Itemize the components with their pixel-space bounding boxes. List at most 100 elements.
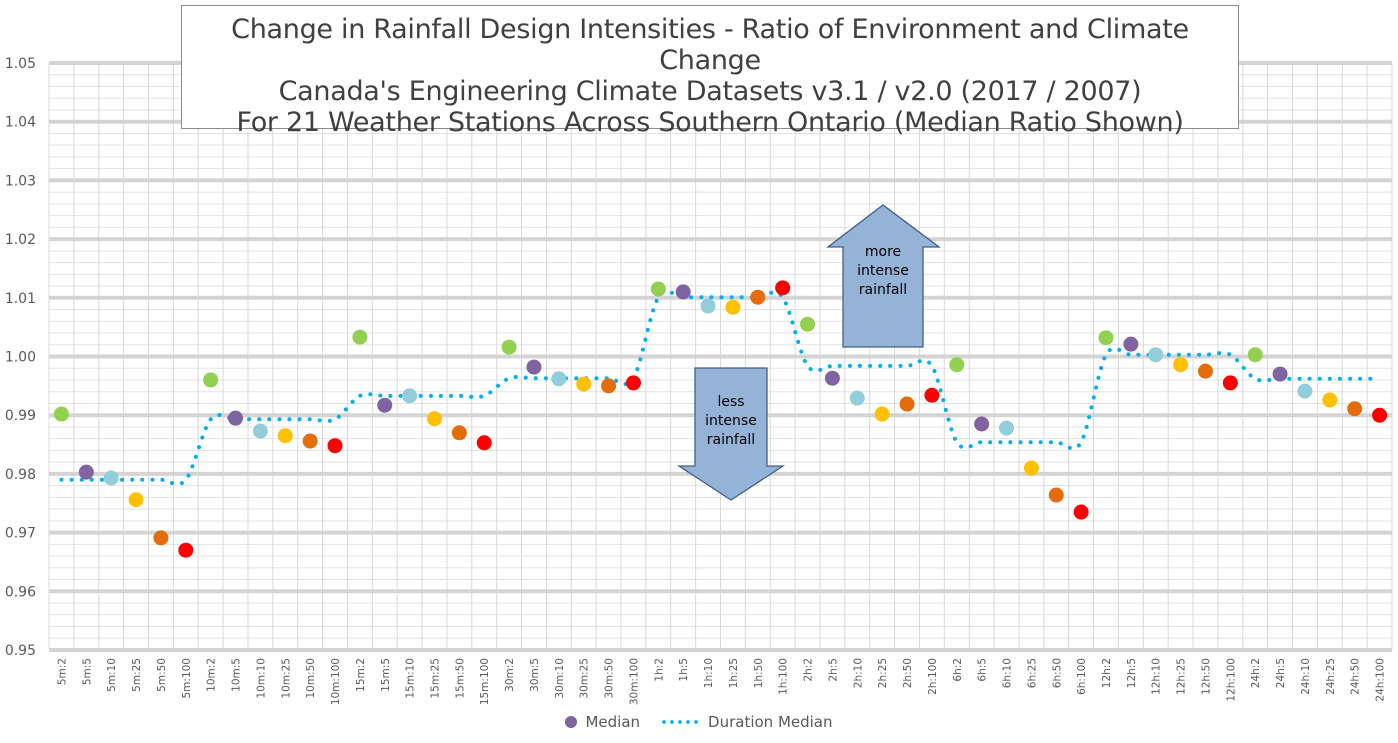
median-point-6h-100 (1073, 504, 1089, 520)
median-point-30m-100 (625, 375, 641, 391)
legend-label: Median (585, 713, 641, 731)
x-tick-label: 12h:10 (1151, 658, 1163, 695)
median-point-2h-10 (849, 390, 865, 406)
x-tick-label: 5m:10 (106, 658, 118, 692)
x-tick-label: 6h:50 (1051, 658, 1063, 688)
median-point-2h-100 (924, 387, 940, 403)
x-tick-label: 5m:100 (181, 658, 193, 699)
median-point-5m-10 (103, 470, 119, 486)
x-tick-label: 12h:2 (1101, 658, 1113, 688)
x-tick-label: 24h:50 (1350, 658, 1362, 695)
median-point-12h-2 (1098, 330, 1114, 346)
x-tick-label: 30m:50 (604, 658, 616, 699)
x-tick-label: 15m:100 (479, 658, 491, 705)
legend-label: Duration Median (708, 713, 833, 731)
legend-item-median: Median (565, 713, 640, 731)
down-arrow (676, 367, 786, 501)
x-tick-label: 5m:50 (156, 658, 168, 692)
up-arrow-label: more intense rainfall (843, 243, 923, 300)
x-tick-label: 6h:5 (977, 658, 989, 682)
x-tick-label: 15m:5 (380, 658, 392, 692)
median-point-10m-50 (302, 433, 318, 449)
median-point-12h-5 (1123, 336, 1139, 352)
x-tick-label: 2h:50 (902, 658, 914, 688)
up-arrow-label-line: intense (857, 263, 909, 279)
x-tick-label: 24h:100 (1375, 658, 1387, 702)
y-tick-label: 1.00 (5, 350, 36, 366)
median-point-1h-5 (675, 284, 691, 300)
median-point-2h-25 (874, 406, 890, 422)
x-tick-label: 10m:50 (305, 658, 317, 699)
y-tick-label: 0.99 (5, 408, 36, 424)
legend-item-duration-median: Duration Median (660, 713, 833, 731)
median-point-15m-2 (352, 329, 368, 345)
x-tick-label: 24h:25 (1325, 658, 1337, 695)
x-tick-label: 10m:25 (280, 658, 292, 699)
median-point-2h-2 (800, 316, 816, 332)
x-tick-label: 24h:10 (1300, 658, 1312, 695)
median-point-10m-2 (203, 372, 219, 388)
median-point-1h-50 (750, 289, 766, 305)
median-point-5m-50 (153, 530, 169, 546)
median-point-24h-50 (1347, 401, 1363, 417)
median-marker-icon (565, 716, 578, 728)
x-tick-label: 1h:2 (653, 658, 665, 682)
median-point-24h-10 (1297, 383, 1313, 399)
median-point-24h-5 (1272, 366, 1288, 382)
median-point-15m-5 (377, 397, 393, 413)
median-point-15m-100 (476, 435, 492, 451)
up-arrow-label-line: more (864, 244, 902, 260)
median-point-1h-25 (725, 299, 741, 315)
x-tick-label: 6h:25 (1026, 658, 1038, 688)
median-point-10m-5 (228, 410, 244, 426)
median-point-15m-10 (402, 388, 418, 404)
x-tick-label: 5m:5 (81, 658, 93, 685)
x-tick-label: 2h:100 (927, 658, 939, 695)
x-tick-label: 12h:5 (1126, 658, 1138, 688)
median-point-12h-100 (1222, 375, 1238, 391)
median-point-6h-2 (949, 357, 965, 373)
median-point-6h-10 (999, 420, 1015, 436)
median-point-5m-2 (53, 406, 69, 422)
median-point-12h-50 (1197, 363, 1213, 379)
down-arrow-label-line: intense (705, 413, 757, 429)
up-arrow (826, 204, 941, 348)
x-tick-label: 12h:100 (1225, 658, 1237, 702)
y-tick-label: 1.01 (5, 291, 36, 307)
chart-title: Change in Rainfall Design Intensities - … (181, 5, 1239, 138)
x-tick-label: 30m:5 (529, 658, 541, 692)
up-arrow-label-line: rainfall (858, 282, 908, 298)
dotted-line-icon (660, 720, 701, 724)
duration-median-line (59, 289, 1382, 487)
y-tick-label: 1.03 (5, 173, 36, 189)
y-tick-label: 0.98 (5, 467, 36, 483)
x-tick-label: 1h:5 (678, 658, 690, 682)
y-tick-label: 0.97 (5, 526, 36, 542)
x-axis-ticks: 5m:2 5m:5 5m:10 5m:25 5m:50 5m:100 10m:2 10m:5 1… (56, 658, 1386, 705)
x-tick-label: 15m:2 (355, 658, 367, 692)
median-point-10m-25 (277, 428, 293, 444)
median-point-30m-10 (551, 371, 567, 387)
median-point-5m-5 (78, 464, 94, 480)
x-tick-label: 15m:50 (454, 658, 466, 699)
annotation-arrows (676, 204, 941, 501)
x-tick-label: 2h:2 (803, 658, 815, 682)
median-point-12h-25 (1173, 357, 1189, 373)
median-point-30m-50 (601, 378, 617, 394)
median-point-15m-25 (426, 411, 442, 427)
title-line-2: Canada's Engineering Climate Datasets v3… (278, 76, 1142, 107)
down-arrow-label-line: rainfall (706, 432, 756, 448)
gridlines (48, 61, 1393, 652)
title-line-3: For 21 Weather Stations Across Southern … (236, 107, 1184, 138)
title-line-1: Change in Rainfall Design Intensities - … (231, 14, 1189, 76)
x-tick-label: 10m:5 (231, 658, 243, 692)
median-point-2h-50 (899, 396, 915, 412)
x-tick-label: 10m:2 (206, 658, 218, 692)
x-tick-label: 1h:25 (728, 658, 740, 688)
down-arrow-label-line: less (717, 394, 745, 410)
x-tick-label: 2h:25 (877, 658, 889, 688)
legend: Median Duration Median (0, 713, 1398, 731)
y-tick-label: 0.95 (5, 643, 36, 659)
x-tick-label: 10m:10 (255, 658, 267, 699)
